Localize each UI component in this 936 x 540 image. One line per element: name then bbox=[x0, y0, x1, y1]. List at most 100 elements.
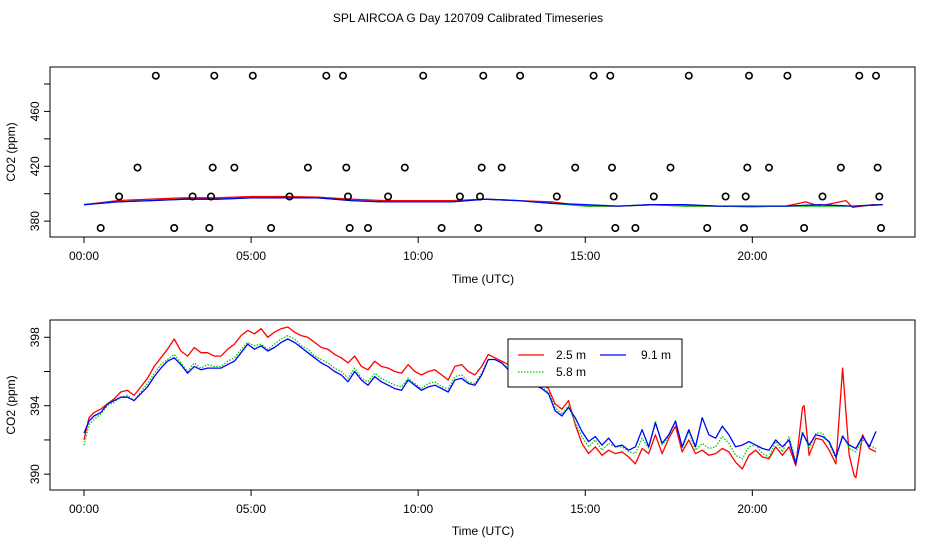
legend-box bbox=[507, 338, 683, 388]
top-calibration-points bbox=[96, 71, 885, 233]
calibration-point bbox=[170, 224, 179, 233]
calibration-point bbox=[534, 224, 543, 233]
top-x-tick-label: 00:00 bbox=[69, 249, 99, 263]
top-line-series bbox=[83, 195, 883, 209]
calibration-point bbox=[871, 71, 880, 80]
calibration-point bbox=[230, 163, 239, 172]
bottom-plot-panel: 00:00 05:00 10:00 15:00 20:00 390 394 398 Time… bbox=[4, 319, 916, 538]
calibration-point bbox=[210, 71, 219, 80]
calibration-point bbox=[345, 224, 354, 233]
calibration-point bbox=[151, 71, 160, 80]
calibration-point bbox=[474, 224, 483, 233]
bottom-x-tick-label: 10:00 bbox=[403, 502, 433, 516]
calibration-point bbox=[684, 71, 693, 80]
calibration-point bbox=[739, 224, 748, 233]
top-y-tick-label: 380 bbox=[28, 211, 42, 231]
calibration-point bbox=[783, 71, 792, 80]
calibration-point bbox=[764, 163, 773, 172]
top-plot-panel: 00:00 05:00 10:00 15:00 20:00 380 420 460 Time… bbox=[4, 66, 916, 286]
bottom-x-axis: 00:00 05:00 10:00 15:00 20:00 bbox=[69, 490, 768, 516]
calibration-point bbox=[248, 71, 257, 80]
bottom-x-tick-label: 00:00 bbox=[69, 502, 99, 516]
figure-title: SPL AIRCOA G Day 120709 Calibrated Times… bbox=[333, 11, 603, 25]
legend: 2.5 m 9.1 m 5.8 m bbox=[507, 338, 683, 388]
top-y-axis: 380 420 460 bbox=[28, 83, 50, 231]
top-x-axis: 00:00 05:00 10:00 15:00 20:00 bbox=[69, 237, 768, 263]
legend-label-9-1m: 9.1 m bbox=[641, 348, 671, 362]
top-x-tick-label: 15:00 bbox=[570, 249, 600, 263]
calibration-point bbox=[609, 192, 618, 201]
calibration-point bbox=[721, 192, 730, 201]
legend-label-2-5m: 2.5 m bbox=[556, 348, 586, 362]
calibration-point bbox=[400, 163, 409, 172]
bottom-series-line-2-5-m bbox=[83, 326, 877, 479]
top-series-line-2-5-m bbox=[83, 195, 883, 209]
calibration-point bbox=[876, 224, 885, 233]
calibration-point bbox=[875, 192, 884, 201]
calibration-point bbox=[207, 192, 216, 201]
calibration-point bbox=[133, 163, 142, 172]
calibration-point bbox=[631, 224, 640, 233]
bottom-y-tick-label: 390 bbox=[28, 464, 42, 484]
calibration-point bbox=[363, 224, 372, 233]
calibration-point bbox=[552, 192, 561, 201]
calibration-point bbox=[497, 163, 506, 172]
calibration-point bbox=[589, 71, 598, 80]
calibration-point bbox=[322, 71, 331, 80]
bottom-x-tick-label: 20:00 bbox=[737, 502, 767, 516]
bottom-y-tick-label: 398 bbox=[28, 327, 42, 347]
bottom-y-tick-label: 394 bbox=[28, 395, 42, 415]
calibration-point bbox=[666, 163, 675, 172]
calibration-point bbox=[703, 224, 712, 233]
calibration-point bbox=[267, 224, 276, 233]
calibration-point bbox=[873, 163, 882, 172]
bottom-plot-frame bbox=[49, 319, 916, 491]
top-x-tick-label: 10:00 bbox=[403, 249, 433, 263]
calibration-point bbox=[836, 163, 845, 172]
calibration-point bbox=[477, 163, 486, 172]
calibration-point bbox=[303, 163, 312, 172]
bottom-series-line-9-1-m bbox=[83, 338, 877, 465]
top-x-tick-label: 20:00 bbox=[737, 249, 767, 263]
calibration-point bbox=[741, 192, 750, 201]
calibration-point bbox=[649, 192, 658, 201]
bottom-line-series bbox=[83, 326, 877, 479]
calibration-point bbox=[115, 192, 124, 201]
calibration-point bbox=[479, 71, 488, 80]
bottom-y-axis-label: CO2 (ppm) bbox=[4, 375, 18, 434]
calibration-point bbox=[818, 192, 827, 201]
bottom-x-tick-label: 15:00 bbox=[570, 502, 600, 516]
legend-label-5-8m: 5.8 m bbox=[556, 365, 586, 379]
calibration-point bbox=[343, 192, 352, 201]
bottom-series-line-5-8-m bbox=[83, 334, 877, 463]
calibration-point bbox=[855, 71, 864, 80]
calibration-point bbox=[208, 163, 217, 172]
calibration-point bbox=[743, 163, 752, 172]
calibration-point bbox=[607, 163, 616, 172]
calibration-point bbox=[744, 71, 753, 80]
calibration-point bbox=[384, 192, 393, 201]
top-x-axis-label: Time (UTC) bbox=[452, 272, 514, 286]
calibration-point bbox=[571, 163, 580, 172]
calibration-point bbox=[611, 224, 620, 233]
calibration-point bbox=[188, 192, 197, 201]
bottom-x-tick-label: 05:00 bbox=[236, 502, 266, 516]
calibration-point bbox=[606, 71, 615, 80]
bottom-x-axis-label: Time (UTC) bbox=[452, 524, 514, 538]
top-series-line-9-1-m bbox=[83, 197, 883, 207]
top-x-tick-label: 05:00 bbox=[236, 249, 266, 263]
bottom-y-axis: 390 394 398 bbox=[28, 327, 50, 484]
top-y-tick-label: 420 bbox=[28, 156, 42, 176]
calibration-point bbox=[342, 163, 351, 172]
calibration-point bbox=[516, 71, 525, 80]
calibration-point bbox=[96, 224, 105, 233]
calibration-point bbox=[419, 71, 428, 80]
calibration-point bbox=[437, 224, 446, 233]
calibration-point bbox=[285, 192, 294, 201]
calibration-point bbox=[338, 71, 347, 80]
top-y-tick-label: 460 bbox=[28, 101, 42, 121]
top-y-axis-label: CO2 (ppm) bbox=[4, 122, 18, 181]
calibration-point bbox=[800, 224, 809, 233]
calibration-point bbox=[205, 224, 214, 233]
